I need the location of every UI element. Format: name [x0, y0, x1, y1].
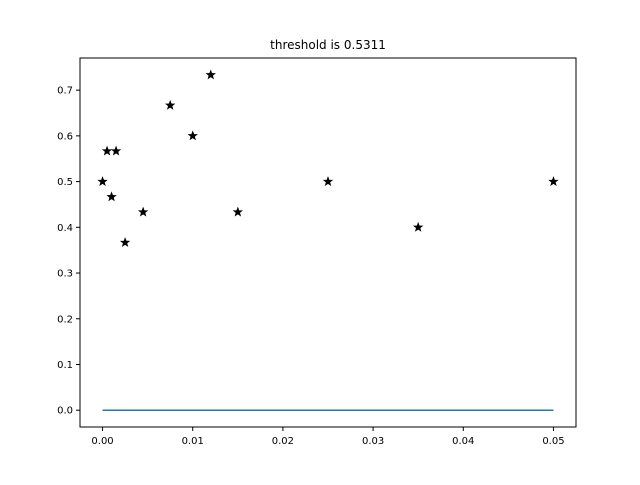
- data-point: [413, 221, 424, 232]
- data-point: [137, 206, 149, 217]
- x-tick-label: 0.03: [362, 436, 384, 447]
- y-tick-label: 0.6: [57, 131, 73, 142]
- data-point: [187, 130, 198, 141]
- axes-frame: [79, 57, 577, 428]
- x-tick-label: 0.04: [452, 436, 474, 447]
- x-axis: 0.00 0.01 0.02 0.03 0.04 0.05: [91, 427, 565, 447]
- data-point: [119, 237, 131, 247]
- data-point: [205, 69, 216, 80]
- data-point: [165, 99, 176, 110]
- data-point: [322, 176, 334, 186]
- x-tick-label: 0.05: [542, 436, 564, 447]
- x-tick-label: 0.01: [182, 436, 204, 447]
- y-tick-label: 0.3: [57, 269, 73, 280]
- chart-title: threshold is 0.5311: [270, 38, 386, 52]
- y-tick-label: 0.7: [57, 86, 73, 97]
- y-tick-label: 0.4: [57, 223, 73, 234]
- data-point: [97, 176, 108, 186]
- data-point: [548, 176, 559, 186]
- plot-area: [97, 69, 559, 411]
- data-point: [101, 145, 113, 156]
- data-point: [106, 191, 117, 202]
- y-tick-label: 0.1: [57, 360, 73, 371]
- y-tick-label: 0.5: [57, 177, 73, 188]
- y-tick-label: 0.2: [57, 314, 73, 325]
- y-axis: 0.0 0.1 0.2 0.3 0.4 0.5 0.6 0.7: [57, 86, 80, 417]
- x-tick-label: 0.00: [91, 436, 113, 447]
- x-tick-label: 0.02: [272, 436, 294, 447]
- data-point: [232, 206, 244, 217]
- y-tick-label: 0.0: [57, 406, 73, 417]
- data-point: [110, 145, 122, 156]
